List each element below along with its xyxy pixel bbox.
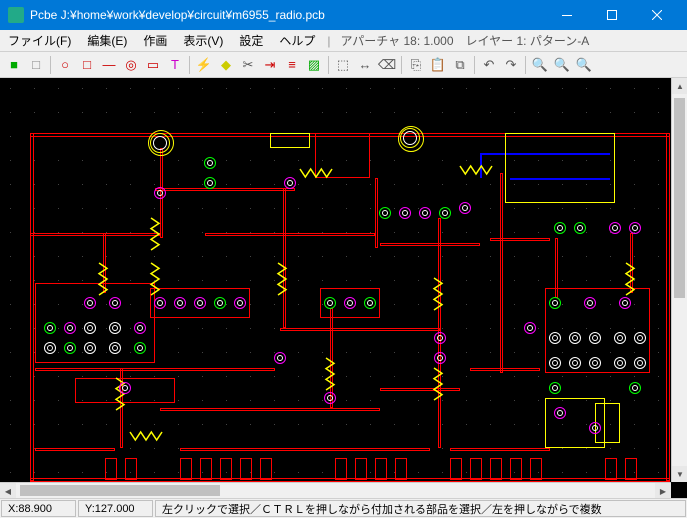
delete-tool[interactable]: ⌫ [377, 55, 397, 75]
menu-help[interactable]: ヘルプ [271, 29, 323, 52]
cut-tool[interactable]: ✂ [238, 55, 258, 75]
redo-tool[interactable]: ↷ [501, 55, 521, 75]
maximize-button[interactable] [589, 0, 634, 30]
pad-circle-tool[interactable]: ◎ [121, 55, 141, 75]
menu-settings[interactable]: 設定 [231, 29, 271, 52]
paste-tool[interactable]: 📋 [428, 55, 448, 75]
join-tool[interactable]: ⇥ [260, 55, 280, 75]
menubar: ファイル(F) 編集(E) 作画 表示(V) 設定 ヘルプ | アパーチャ 18… [0, 30, 687, 52]
status-y: Y:127.000 [78, 500, 153, 517]
toolbar-separator [401, 56, 402, 74]
toolbar-separator [474, 56, 475, 74]
select-tool[interactable]: ⬚ [333, 55, 353, 75]
close-button[interactable] [634, 0, 679, 30]
toolbar-separator [328, 56, 329, 74]
undo-tool[interactable]: ↶ [479, 55, 499, 75]
scroll-thumb-v[interactable] [674, 98, 685, 298]
scroll-up-icon[interactable]: ▲ [672, 78, 687, 94]
move-tool[interactable]: ↔ [355, 55, 375, 75]
zoom-fit-tool[interactable]: 🔍 [574, 55, 594, 75]
minimize-button[interactable] [544, 0, 589, 30]
menu-view[interactable]: 表示(V) [175, 29, 231, 52]
titlebar: Pcbe J:¥home¥work¥develop¥circuit¥m6955_… [0, 0, 687, 30]
scrollbar-horizontal[interactable]: ◀ ▶ [0, 482, 671, 498]
circle-tool[interactable]: ○ [55, 55, 75, 75]
zoom-out-tool[interactable]: 🔍 [552, 55, 572, 75]
pcb-canvas[interactable]: ▲ ▼ ◀ ▶ [0, 78, 687, 498]
layer-a-icon[interactable]: ■ [4, 55, 24, 75]
status-x: X:88.900 [1, 500, 76, 517]
text-tool[interactable]: T [165, 55, 185, 75]
toolbar-separator [189, 56, 190, 74]
menu-separator: | [327, 34, 330, 48]
zoom-in-tool[interactable]: 🔍 [530, 55, 550, 75]
erase-tool[interactable]: ◆ [216, 55, 236, 75]
rect-tool[interactable]: □ [77, 55, 97, 75]
line-tool[interactable]: ― [99, 55, 119, 75]
scroll-down-icon[interactable]: ▼ [672, 466, 687, 482]
pad-rect-tool[interactable]: ▭ [143, 55, 163, 75]
hatch-tool[interactable]: ▨ [304, 55, 324, 75]
scroll-right-icon[interactable]: ▶ [655, 483, 671, 498]
toolbar-separator [50, 56, 51, 74]
menu-edit[interactable]: 編集(E) [79, 29, 135, 52]
window-title: Pcbe J:¥home¥work¥develop¥circuit¥m6955_… [30, 8, 544, 22]
menu-file[interactable]: ファイル(F) [0, 29, 79, 52]
status-message: 左クリックで選択／ＣＴＲＬを押しながら付加される部品を選択／左を押しながらで複数 [155, 500, 686, 517]
layer-info[interactable]: レイヤー 1: パターン-A [460, 32, 596, 49]
menu-draw[interactable]: 作画 [135, 29, 175, 52]
layer-b-icon[interactable]: □ [26, 55, 46, 75]
dup-tool[interactable]: ⧉ [450, 55, 470, 75]
toolbar: ■□○□―◎▭T⚡◆✂⇥≡▨⬚↔⌫⎘📋⧉↶↷🔍🔍🔍 [0, 52, 687, 78]
scroll-thumb-h[interactable] [20, 485, 220, 496]
scrollbar-vertical[interactable]: ▲ ▼ [671, 78, 687, 482]
copy-tool[interactable]: ⎘ [406, 55, 426, 75]
statusbar: X:88.900 Y:127.000 左クリックで選択／ＣＴＲＬを押しながら付加… [0, 498, 687, 518]
scroll-left-icon[interactable]: ◀ [0, 483, 16, 498]
app-icon [8, 7, 24, 23]
flash-tool[interactable]: ⚡ [194, 55, 214, 75]
toolbar-separator [525, 56, 526, 74]
align-tool[interactable]: ≡ [282, 55, 302, 75]
aperture-info[interactable]: アパーチャ 18: 1.000 [335, 32, 460, 49]
